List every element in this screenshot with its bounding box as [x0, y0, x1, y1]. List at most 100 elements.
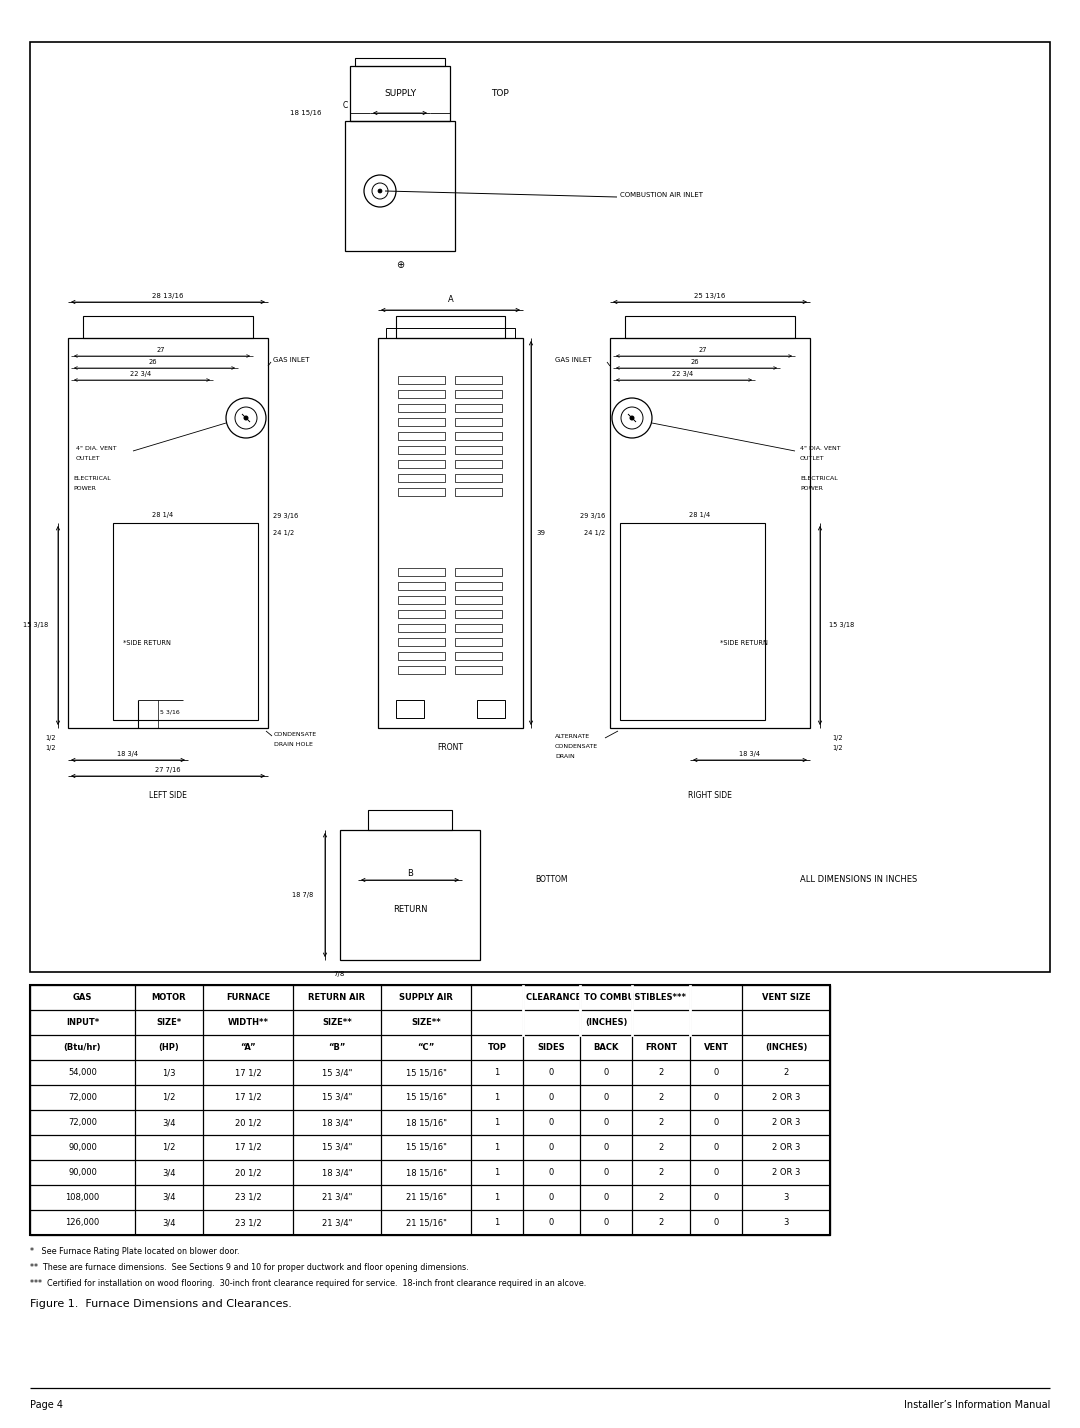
Text: 0: 0 — [604, 1168, 609, 1177]
Bar — [68, 338, 268, 728]
Text: Page 4: Page 4 — [30, 1399, 63, 1409]
Text: 24 1/2: 24 1/2 — [273, 530, 294, 536]
Text: 4" DIA. VENT: 4" DIA. VENT — [76, 446, 117, 450]
Text: 24 1/2: 24 1/2 — [584, 530, 605, 536]
Text: GAS: GAS — [72, 992, 92, 1002]
Text: 1: 1 — [495, 1192, 500, 1202]
Text: 2 OR 3: 2 OR 3 — [772, 1168, 800, 1177]
Circle shape — [243, 416, 248, 420]
Text: DRAIN: DRAIN — [555, 754, 575, 758]
Text: B: B — [407, 870, 413, 878]
Bar — [113, 523, 258, 720]
Text: 2: 2 — [659, 1142, 663, 1152]
Text: “A”: “A” — [240, 1042, 256, 1052]
Text: 3/4: 3/4 — [162, 1118, 176, 1127]
Text: 0: 0 — [604, 1092, 609, 1102]
Text: 28 1/4: 28 1/4 — [689, 513, 711, 518]
Text: 0: 0 — [604, 1142, 609, 1152]
Text: 15 3/4": 15 3/4" — [322, 1142, 352, 1152]
Text: 4" DIA. VENT: 4" DIA. VENT — [800, 446, 840, 450]
Bar — [368, 810, 453, 830]
Bar — [455, 390, 502, 398]
Text: 20 1/2: 20 1/2 — [234, 1118, 261, 1127]
Text: 15 3/4": 15 3/4" — [322, 1068, 352, 1077]
Text: 17 1/2: 17 1/2 — [234, 1092, 261, 1102]
Text: 21 3/4": 21 3/4" — [322, 1192, 352, 1202]
Text: 0: 0 — [714, 1092, 718, 1102]
Text: 23 1/2: 23 1/2 — [234, 1192, 261, 1202]
Text: 1/2: 1/2 — [45, 735, 56, 741]
Text: SUPPLY: SUPPLY — [383, 89, 416, 97]
Text: **  These are furnace dimensions.  See Sections 9 and 10 for proper ductwork and: ** These are furnace dimensions. See Sec… — [30, 1262, 469, 1272]
Text: BOTTOM: BOTTOM — [535, 875, 567, 884]
Text: 25 13/16: 25 13/16 — [694, 293, 726, 298]
Text: 27 7/16: 27 7/16 — [156, 767, 180, 773]
Text: 28 13/16: 28 13/16 — [152, 293, 184, 298]
Text: 21 15/16": 21 15/16" — [406, 1192, 446, 1202]
Text: 1: 1 — [495, 1092, 500, 1102]
Bar — [620, 523, 765, 720]
Text: 3/4: 3/4 — [162, 1192, 176, 1202]
Text: 108,000: 108,000 — [66, 1192, 99, 1202]
Text: SIDES: SIDES — [538, 1042, 565, 1052]
Bar — [399, 610, 445, 618]
Text: ELECTRICAL: ELECTRICAL — [73, 476, 111, 480]
Text: 1/2: 1/2 — [832, 735, 842, 741]
Text: 0: 0 — [604, 1192, 609, 1202]
Text: 28 1/4: 28 1/4 — [152, 513, 174, 518]
Text: SUPPLY AIR: SUPPLY AIR — [400, 992, 453, 1002]
Text: 3/4: 3/4 — [162, 1168, 176, 1177]
Text: ELECTRICAL: ELECTRICAL — [800, 476, 838, 480]
Text: 18 7/8: 18 7/8 — [293, 892, 313, 898]
Text: 27: 27 — [699, 347, 706, 353]
Text: 26: 26 — [691, 358, 699, 366]
Text: POWER: POWER — [73, 486, 96, 490]
Bar — [399, 638, 445, 645]
Text: DRAIN HOLE: DRAIN HOLE — [274, 741, 313, 747]
Text: POWER: POWER — [800, 486, 823, 490]
Text: FRONT: FRONT — [645, 1042, 677, 1052]
Text: 0: 0 — [549, 1192, 554, 1202]
Bar — [455, 583, 502, 590]
Text: 3/4: 3/4 — [162, 1218, 176, 1227]
Text: (HP): (HP) — [159, 1042, 179, 1052]
Text: ALL DIMENSIONS IN INCHES: ALL DIMENSIONS IN INCHES — [800, 875, 917, 884]
Text: 54,000: 54,000 — [68, 1068, 97, 1077]
Text: C: C — [342, 101, 348, 110]
Text: 1/2: 1/2 — [45, 745, 56, 751]
Text: VENT SIZE: VENT SIZE — [761, 992, 810, 1002]
Text: 0: 0 — [549, 1118, 554, 1127]
Text: 0: 0 — [714, 1192, 718, 1202]
Bar — [455, 610, 502, 618]
Text: 0: 0 — [604, 1118, 609, 1127]
Text: BACK: BACK — [593, 1042, 619, 1052]
Bar — [30, 41, 1050, 972]
Bar — [455, 376, 502, 384]
Text: 0: 0 — [714, 1218, 718, 1227]
Text: 18 3/4": 18 3/4" — [322, 1118, 352, 1127]
Bar — [399, 390, 445, 398]
Text: 15 15/16": 15 15/16" — [406, 1142, 446, 1152]
Text: 2 OR 3: 2 OR 3 — [772, 1118, 800, 1127]
Text: A: A — [447, 296, 454, 304]
Text: 1: 1 — [495, 1118, 500, 1127]
Circle shape — [630, 416, 635, 420]
Text: “B”: “B” — [328, 1042, 346, 1052]
Bar — [399, 446, 445, 454]
Text: 0: 0 — [549, 1218, 554, 1227]
Bar — [30, 985, 831, 1235]
Text: 0: 0 — [714, 1118, 718, 1127]
Text: 2: 2 — [659, 1068, 663, 1077]
Bar — [455, 638, 502, 645]
Bar — [399, 653, 445, 660]
Bar — [345, 121, 455, 251]
Bar — [399, 665, 445, 674]
Text: 15 15/16": 15 15/16" — [406, 1068, 446, 1077]
Bar — [386, 328, 515, 338]
Bar — [455, 418, 502, 426]
Circle shape — [378, 188, 382, 193]
Text: 22 3/4: 22 3/4 — [672, 371, 693, 377]
Text: CLEARANCE TO COMBUSTIBLES***: CLEARANCE TO COMBUSTIBLES*** — [527, 992, 687, 1002]
Text: 15 3/18: 15 3/18 — [829, 623, 854, 628]
Text: WIDTH**: WIDTH** — [228, 1018, 269, 1027]
